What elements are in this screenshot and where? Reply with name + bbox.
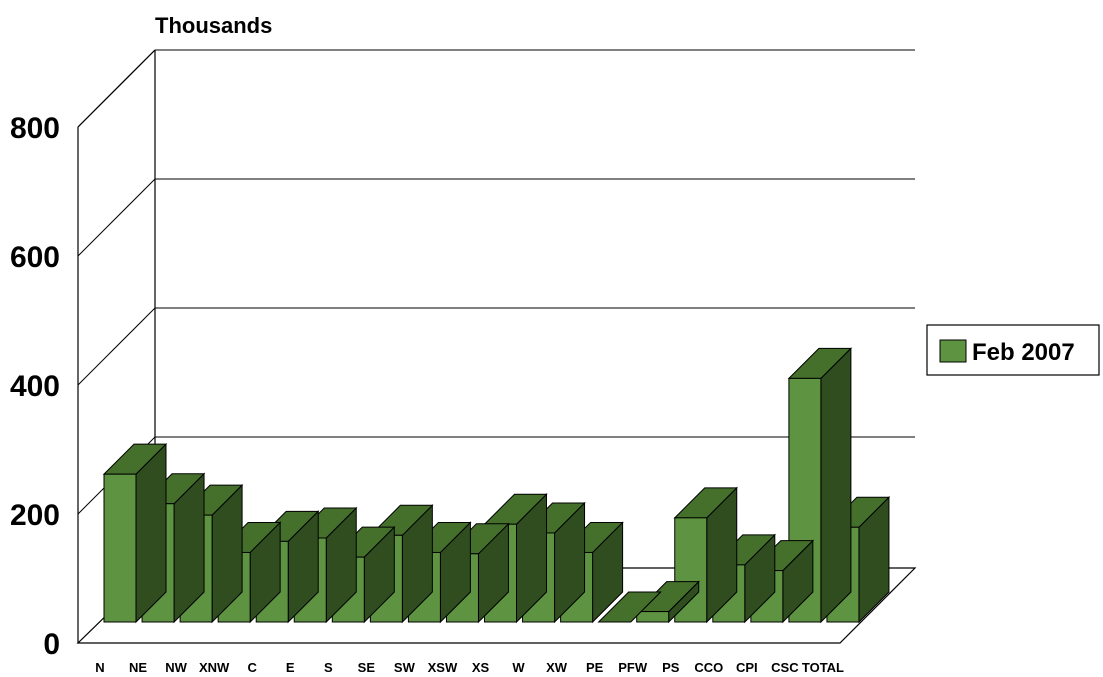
y-tick-label: 200 — [10, 499, 60, 532]
x-axis-ticks: N NE NW XNW C E S SE SW XSW XS W XW PE PFW PS CCO CPI CSC T… — [95, 660, 844, 675]
x-tick-label: PS — [662, 660, 680, 675]
x-tick-label: CSC — [771, 660, 799, 675]
x-tick-label: E — [286, 660, 295, 675]
bar-front — [103, 473, 137, 623]
bar — [369, 504, 434, 624]
x-tick-label: XS — [472, 660, 490, 675]
x-tick-label: C — [248, 660, 258, 675]
gridline-diagonal — [77, 178, 156, 257]
x-tick-label: W — [512, 660, 525, 675]
x-tick-label: N — [95, 660, 104, 675]
x-tick-label: XSW — [428, 660, 458, 675]
bar — [635, 580, 700, 624]
bar — [102, 442, 168, 624]
y-tick-label: 400 — [10, 370, 60, 403]
x-tick-label: XW — [546, 660, 568, 675]
bar — [673, 486, 738, 624]
y-tick-label: 0 — [43, 628, 60, 661]
gridlines — [77, 49, 915, 515]
bar-top — [597, 591, 662, 623]
x-tick-label: SE — [358, 660, 376, 675]
x-tick-label: CPI — [736, 660, 758, 675]
x-tick-label: PE — [586, 660, 604, 675]
x-tick-label: TOTAL — [802, 660, 844, 675]
legend: Feb 2007 — [926, 324, 1100, 376]
x-tick-label: XNW — [199, 660, 230, 675]
bar-side — [135, 442, 167, 624]
y-tick-label: 800 — [10, 112, 60, 145]
x-tick-label: NW — [165, 660, 187, 675]
x-tick-label: CCO — [694, 660, 723, 675]
bars — [102, 347, 891, 624]
bar-side — [820, 347, 852, 624]
y-axis-ticks: 0 200 400 600 800 — [10, 112, 60, 661]
gridline-diagonal — [77, 307, 156, 386]
y-tick-label: 600 — [10, 241, 60, 274]
x-tick-label: PFW — [618, 660, 648, 675]
bar-front — [636, 611, 670, 623]
bar — [597, 591, 662, 623]
x-tick-label: SW — [394, 660, 416, 675]
x-tick-label: NE — [129, 660, 147, 675]
legend-label: Feb 2007 — [972, 339, 1075, 366]
x-tick-label: S — [324, 660, 333, 675]
y-axis-unit-label: Thousands — [155, 13, 272, 38]
gridline-diagonal — [77, 49, 156, 128]
legend-swatch — [939, 339, 967, 363]
